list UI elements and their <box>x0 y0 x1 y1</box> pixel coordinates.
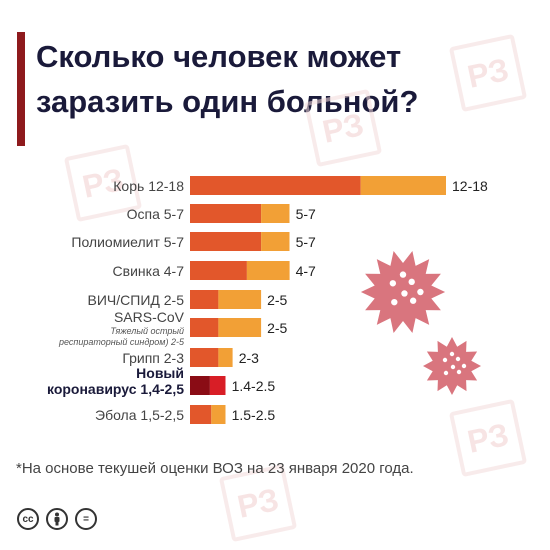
license-icons: cc = <box>17 508 97 530</box>
title-accent-bar <box>17 32 25 146</box>
category-label: Новый <box>136 365 184 381</box>
bar-range-segment <box>360 176 446 195</box>
bar-min-segment <box>190 290 219 309</box>
bar-range-segment <box>209 376 226 395</box>
category-label: Грипп 2-3 <box>122 350 184 366</box>
bar-min-segment <box>190 176 361 195</box>
attribution-icon <box>46 508 68 530</box>
bar-value-label: 5-7 <box>296 206 316 222</box>
category-label: Эбола 1,5-2,5 <box>95 407 184 423</box>
bar-min-segment <box>190 318 219 337</box>
bar-min-segment <box>190 376 210 395</box>
bar-min-segment <box>190 232 262 251</box>
virus-icon <box>423 337 481 395</box>
bar-min-segment <box>190 261 247 280</box>
no-derivatives-icon: = <box>75 508 97 530</box>
category-label: коронавирус 1,4-2,5 <box>47 381 184 397</box>
category-label: SARS-CoV <box>114 309 185 325</box>
category-sublabel: респираторный синдром) 2-5 <box>58 337 185 347</box>
bar-range-segment <box>211 405 226 424</box>
category-label: ВИЧ/СПИД 2-5 <box>88 292 185 308</box>
bar-value-label: 4-7 <box>296 263 316 279</box>
bar-value-label: 5-7 <box>296 234 316 250</box>
bar-range-segment <box>218 318 262 337</box>
bar-min-segment <box>190 348 219 367</box>
bar-min-segment <box>190 405 212 424</box>
bar-value-label: 12-18 <box>452 178 488 194</box>
cc-icon: cc <box>17 508 39 530</box>
watermark-logo: РЗ <box>303 88 383 168</box>
bar-value-label: 2-5 <box>267 320 287 336</box>
page-title: Сколько человек может заразить один боль… <box>36 39 419 119</box>
category-sublabel: Тяжелый острый <box>110 326 184 336</box>
transmission-chart: 12-18 Корь 12-18 5-7 Оспа 5-7 5-7 Полиомиелит… <box>47 176 488 424</box>
category-label: Корь 12-18 <box>113 178 184 194</box>
bar-range-segment <box>261 232 290 251</box>
virus-icon <box>360 251 446 333</box>
category-label: Полиомиелит 5-7 <box>71 234 184 250</box>
bar-min-segment <box>190 204 262 223</box>
watermark-logo: РЗ <box>448 33 528 113</box>
bar-value-label: 2-5 <box>267 292 287 308</box>
category-label: Оспа 5-7 <box>127 206 185 222</box>
category-label: Свинка 4-7 <box>113 263 185 279</box>
bar-range-segment <box>261 204 290 223</box>
bar-range-segment <box>218 348 233 367</box>
bar-value-label: 1.4-2.5 <box>232 378 276 394</box>
bar-range-segment <box>246 261 290 280</box>
footnote: *На основе текушей оценки ВОЗ на 23 янва… <box>16 460 414 477</box>
bar-range-segment <box>218 290 262 309</box>
bar-value-label: 2-3 <box>239 350 259 366</box>
bar-value-label: 1.5-2.5 <box>232 407 276 423</box>
